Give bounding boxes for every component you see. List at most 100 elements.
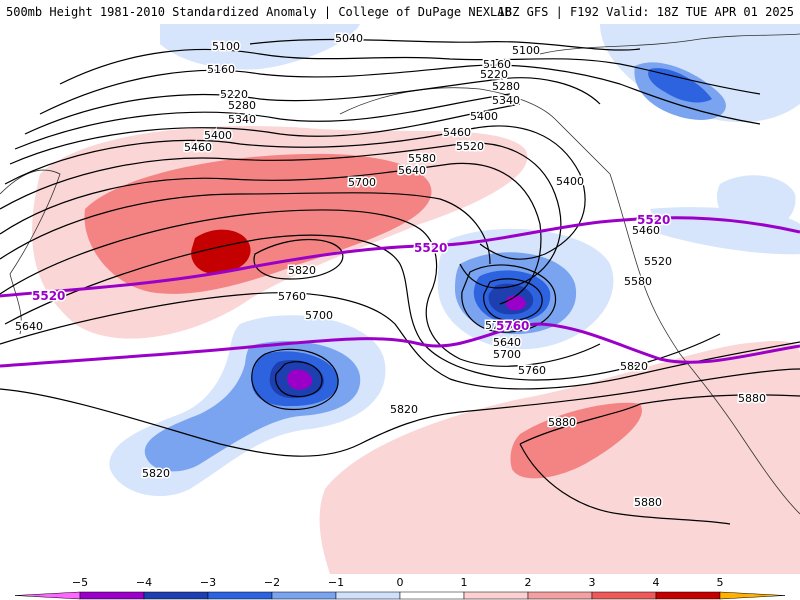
contour-5340 [9,103,521,165]
colorbar-tick-label: 3 [589,576,596,589]
map-title: 500mb Height 1981-2010 Standardized Anom… [6,5,512,19]
contour-5220 [24,77,601,135]
highlight-contour-label: 5760 [496,319,529,333]
coastline-west-america [609,173,800,515]
contour-label: 5520 [644,255,672,268]
contour-label: 5100 [212,40,240,53]
colorbar-tick-label: 4 [653,576,660,589]
colorbar-swatch [591,591,657,600]
colorbar-swatch [719,591,786,600]
contour-low-east-pacific-2 [483,278,543,321]
contour-label: 5460 [443,126,471,139]
highlight-contours [0,216,800,368]
contour-label: 5100 [512,44,540,57]
contour-label: 5820 [288,264,316,277]
contour-low-central-pacific-1 [251,348,339,411]
contour-low-east-pacific-1 [461,264,557,333]
colorbar-swatch [14,591,81,600]
contour-label: 5760 [485,319,513,332]
contour-label: 5400 [204,129,232,142]
contour-5520 [0,162,542,305]
contour-label: 5280 [228,99,256,112]
highlight-contour-label: 5520 [32,289,65,303]
contour-label: 5820 [620,360,648,373]
anomaly-area-north-pacific-light [160,24,360,70]
contour-label: 5640 [493,336,521,349]
contour-label: 5700 [305,309,333,322]
colorbar-swatch [143,591,209,600]
colorbar-tick-label: −5 [72,576,88,589]
colorbar-tick-label: −4 [136,576,152,589]
colorbar-swatches [14,591,786,600]
colorbar-tick-label: 1 [461,576,468,589]
contour-label: 5580 [408,152,436,165]
colorbar-tick-label: −3 [200,576,216,589]
highlight-contour-5520-north [0,216,800,298]
contour-5760 [0,292,800,390]
contour-5280 [14,93,511,150]
contour-label: 5460 [632,224,660,237]
contour-label: 5580 [624,275,652,288]
contour-label: 5760 [278,290,306,303]
highlight-contour-label: 5520 [637,213,670,227]
highlight-contour-label: 5520 [414,241,447,255]
contour-5820 [0,368,800,457]
contour-label: 5700 [493,348,521,361]
colorbar-tick-label: −1 [328,576,344,589]
contour-label: 5160 [483,58,511,71]
model-valid-time: 18Z GFS | F192 Valid: 18Z TUE APR 01 202… [497,5,794,19]
contour-labels: 5040 5100 5100 5160 5160 5220 5220 5280 … [14,31,768,511]
contour-label: 5220 [220,88,248,101]
contour-label: 5640 [15,320,43,333]
colorbar-swatch [335,591,401,600]
colorbar-tick-label: 2 [525,576,532,589]
contour-5460 [0,142,562,289]
anomaly-area-hudson-light [600,24,800,123]
contour-5640 [0,209,601,367]
height-contours [0,38,800,525]
contour-label: 5340 [492,94,520,107]
contour-5160 [39,64,761,125]
colorbar-swatch [527,591,593,600]
negative-anomaly-shading [109,24,800,497]
contour-5880-a [519,394,800,445]
contour-label: 5340 [228,113,256,126]
contour-label: 5460 [184,141,212,154]
contour-label: 5700 [348,176,376,189]
contour-label: 5880 [548,416,576,429]
contour-label: 5220 [480,68,508,81]
anomaly-area-subtropical-pos-medium [510,402,642,479]
contour-label: 5880 [634,496,662,509]
contour-label: 5880 [738,392,766,405]
anomaly-area-central-pacific-core [287,369,312,390]
colorbar-swatch [271,591,337,600]
contour-5040 [249,38,641,51]
colorbar-swatch [79,591,145,600]
contour-5580 [0,192,491,265]
coastline-east-asia [0,169,61,335]
anomaly-area-north-pacific-pos-dark [191,229,251,274]
contour-label: 5520 [456,140,484,153]
contour-label: 5820 [142,467,170,480]
colorbar-ticks: −5 −4 −3 −2 −1 0 1 2 3 4 5 [72,576,724,589]
contour-label: 5820 [390,403,418,416]
colorbar-swatch [655,591,721,600]
contour-label: 5760 [518,364,546,377]
contour-5400 [4,125,586,260]
colorbar-tick-label: 0 [397,576,404,589]
contour-label: 5040 [335,32,363,45]
contour-label: 5160 [207,63,235,76]
anomaly-map: 5040 5100 5100 5160 5160 5220 5220 5280 … [0,24,800,574]
colorbar-swatch [399,591,465,600]
colorbar-tick-label: −2 [264,576,280,589]
contour-5700 [4,234,721,381]
contour-5100-a [59,48,761,95]
contour-high-north-pacific [253,239,344,280]
coastline-canada-north [539,33,800,55]
contour-low-central-pacific-2 [275,361,323,398]
contour-label: 5400 [556,175,584,188]
colorbar-swatch [207,591,273,600]
contour-label: 5400 [470,110,498,123]
contour-5880-b [519,443,731,525]
contour-label: 5640 [398,164,426,177]
